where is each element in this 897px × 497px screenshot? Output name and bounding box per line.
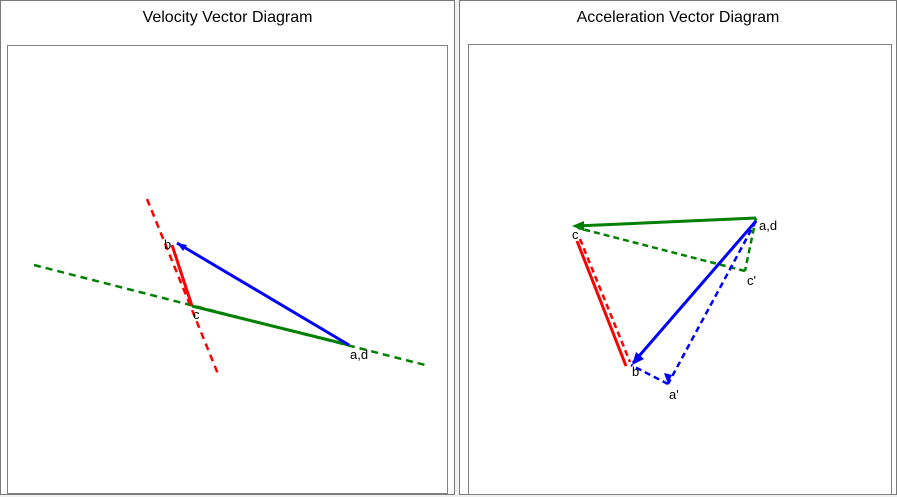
velocity-vector-cd <box>191 304 350 347</box>
acceleration-label-ad: a,d <box>759 218 777 233</box>
velocity-plot-area <box>7 45 448 494</box>
velocity-vector-bc <box>170 244 194 307</box>
velocity-label-b: b <box>164 237 171 252</box>
acceleration-diagram: a,d c c' b a' <box>572 216 777 402</box>
acceleration-plot-area <box>468 44 892 495</box>
velocity-vector-ab <box>176 241 350 347</box>
acceleration-green-dashed-1 <box>743 217 758 272</box>
acceleration-title: Acceleration Vector Diagram <box>576 9 780 26</box>
acceleration-green-dashed-2 <box>577 226 746 273</box>
acceleration-arrowhead-a-prime <box>664 373 672 384</box>
velocity-diagram: b c a,d <box>33 198 430 375</box>
velocity-label-ad: a,d <box>350 347 368 362</box>
acceleration-panel: Acceleration Vector Diagram a,d c c' b a… <box>459 0 897 495</box>
velocity-label-c: c <box>193 307 200 322</box>
acceleration-arrowhead-b <box>632 352 644 365</box>
acceleration-red-dashed <box>578 238 632 363</box>
velocity-bc-direction-line <box>145 198 220 375</box>
acceleration-vector-b <box>631 220 758 364</box>
acceleration-label-b: b <box>632 364 639 379</box>
acceleration-vector-bc <box>575 240 628 367</box>
acceleration-label-a-prime: a' <box>669 387 679 402</box>
velocity-title: Velocity Vector Diagram <box>142 9 313 26</box>
velocity-arrowhead-b <box>177 243 187 251</box>
acceleration-arrowhead-c <box>572 221 584 231</box>
acceleration-label-c: c <box>572 227 579 242</box>
acceleration-label-c-prime: c' <box>747 273 756 288</box>
velocity-cd-direction-line <box>33 263 430 368</box>
acceleration-vector-c <box>575 216 757 228</box>
acceleration-blue-dashed-2 <box>630 363 669 386</box>
acceleration-blue-dashed-1 <box>666 220 758 385</box>
velocity-panel: Velocity Vector Diagram b c a,d <box>0 0 455 495</box>
